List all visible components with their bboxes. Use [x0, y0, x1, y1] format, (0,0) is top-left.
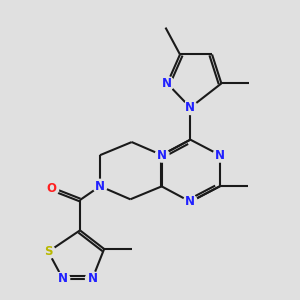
Circle shape: [93, 179, 107, 193]
Text: N: N: [58, 272, 68, 285]
Circle shape: [213, 148, 227, 162]
Text: N: N: [162, 77, 172, 90]
Circle shape: [155, 148, 169, 162]
Circle shape: [183, 195, 197, 208]
Text: N: N: [185, 101, 195, 114]
Circle shape: [85, 272, 99, 286]
Text: N: N: [87, 272, 98, 285]
Text: N: N: [185, 195, 195, 208]
Circle shape: [56, 272, 70, 286]
Text: N: N: [95, 180, 105, 193]
Text: S: S: [44, 245, 52, 258]
Text: O: O: [47, 182, 57, 196]
Text: N: N: [215, 149, 225, 162]
Circle shape: [160, 76, 174, 90]
Circle shape: [45, 182, 58, 196]
Circle shape: [183, 101, 197, 115]
Circle shape: [41, 245, 55, 259]
Text: N: N: [157, 149, 167, 162]
